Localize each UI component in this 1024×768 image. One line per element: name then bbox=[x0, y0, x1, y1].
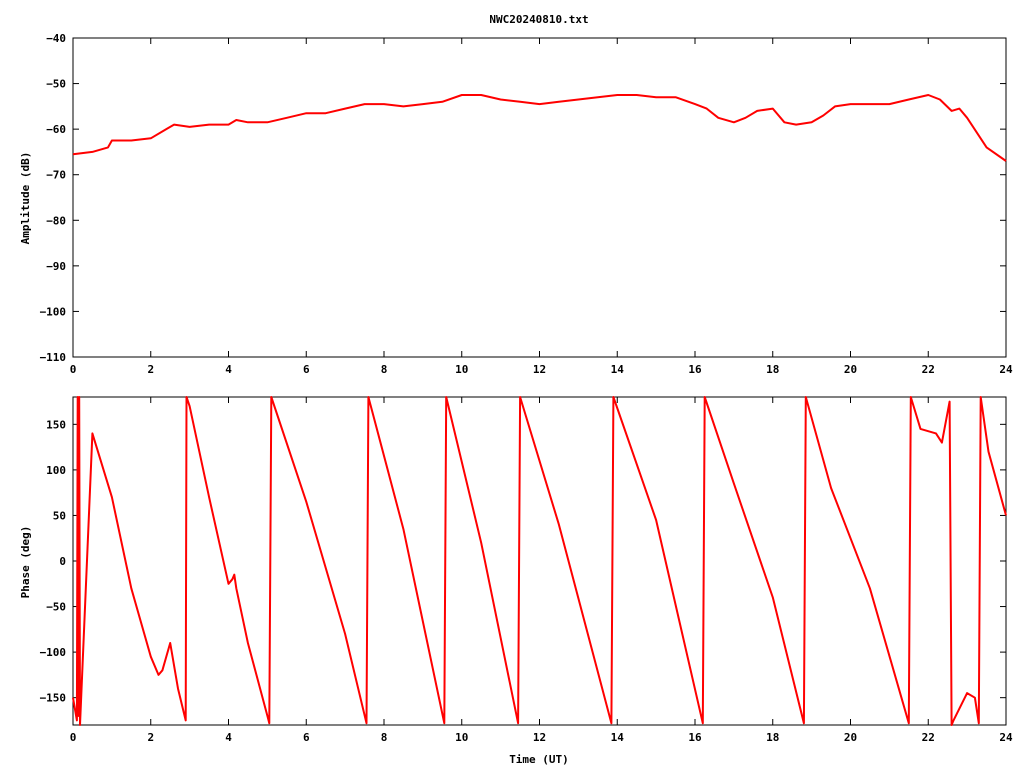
x-tick-label: 18 bbox=[766, 731, 779, 744]
x-axis-label: Time (UT) bbox=[509, 753, 569, 766]
y-tick-label: −50 bbox=[46, 601, 66, 614]
y-tick-label: −100 bbox=[40, 305, 67, 318]
phase-series bbox=[72, 396, 1007, 726]
x-tick-label: 22 bbox=[922, 363, 935, 376]
x-tick-label: 20 bbox=[844, 363, 857, 376]
x-tick-label: 12 bbox=[533, 731, 546, 744]
amplitude-tick-marks bbox=[72, 37, 1007, 358]
amplitude-y-axis-label: Amplitude (dB) bbox=[19, 152, 32, 245]
y-tick-label: −50 bbox=[46, 78, 66, 91]
x-tick-label: 10 bbox=[455, 363, 468, 376]
x-tick-label: 6 bbox=[303, 731, 310, 744]
x-tick-label: 22 bbox=[922, 731, 935, 744]
y-tick-label: 100 bbox=[46, 464, 66, 477]
y-tick-label: 50 bbox=[53, 509, 66, 522]
x-tick-label: 4 bbox=[225, 731, 232, 744]
y-tick-label: −90 bbox=[46, 260, 66, 273]
x-tick-label: 20 bbox=[844, 731, 857, 744]
series-line bbox=[72, 396, 1007, 726]
phase-y-tick-labels: −150 −100 −50 0 50 100 150 bbox=[40, 418, 67, 704]
amplitude-y-tick-labels: −110 −100 −90 −80 −70 −60 −50 −40 bbox=[40, 32, 67, 364]
x-tick-label: 16 bbox=[688, 731, 702, 744]
x-tick-label: 8 bbox=[381, 731, 388, 744]
series-line bbox=[72, 94, 1007, 162]
x-tick-label: 24 bbox=[999, 363, 1013, 376]
y-tick-label: −70 bbox=[46, 169, 66, 182]
y-tick-label: 0 bbox=[59, 555, 66, 568]
y-tick-label: −80 bbox=[46, 214, 66, 227]
x-tick-label: 0 bbox=[70, 363, 77, 376]
x-tick-label: 6 bbox=[303, 363, 310, 376]
y-tick-label: −110 bbox=[40, 351, 67, 364]
x-tick-label: 14 bbox=[611, 363, 625, 376]
x-tick-label: 4 bbox=[225, 363, 232, 376]
x-tick-label: 2 bbox=[147, 363, 154, 376]
amplitude-x-tick-labels: 0 2 4 6 8 10 12 14 16 18 20 22 24 bbox=[70, 363, 1013, 376]
y-tick-label: −60 bbox=[46, 123, 66, 136]
amplitude-series bbox=[72, 94, 1007, 162]
x-tick-label: 14 bbox=[611, 731, 625, 744]
x-tick-label: 18 bbox=[766, 363, 779, 376]
x-tick-label: 0 bbox=[70, 731, 77, 744]
y-tick-label: −150 bbox=[40, 692, 67, 705]
phase-panel: 0 2 4 6 8 10 12 14 16 18 20 22 24 −150−100−500501001… bbox=[19, 396, 1013, 766]
x-tick-label: 8 bbox=[381, 363, 388, 376]
phase-x-tick-labels: 0 2 4 6 8 10 12 14 16 18 20 22 24 bbox=[70, 731, 1013, 744]
amplitude-plot-frame bbox=[72, 37, 1007, 358]
phase-y-axis-label: Phase (deg) bbox=[19, 526, 32, 599]
x-tick-label: 24 bbox=[999, 731, 1013, 744]
y-tick-label: −40 bbox=[46, 32, 66, 45]
y-tick-label: 150 bbox=[46, 418, 66, 431]
x-tick-label: 2 bbox=[147, 731, 154, 744]
chart-title: NWC20240810.txt bbox=[489, 13, 588, 26]
x-tick-label: 10 bbox=[455, 731, 468, 744]
x-tick-label: 12 bbox=[533, 363, 546, 376]
phase-tick-marks bbox=[72, 397, 1007, 725]
phase-plot-frame bbox=[72, 396, 1007, 726]
y-tick-label: −100 bbox=[40, 646, 67, 659]
amplitude-panel: 0 2 4 6 8 10 12 14 16 18 20 22 24 −110−100−90−80−70−… bbox=[19, 32, 1013, 376]
x-tick-label: 16 bbox=[688, 363, 702, 376]
